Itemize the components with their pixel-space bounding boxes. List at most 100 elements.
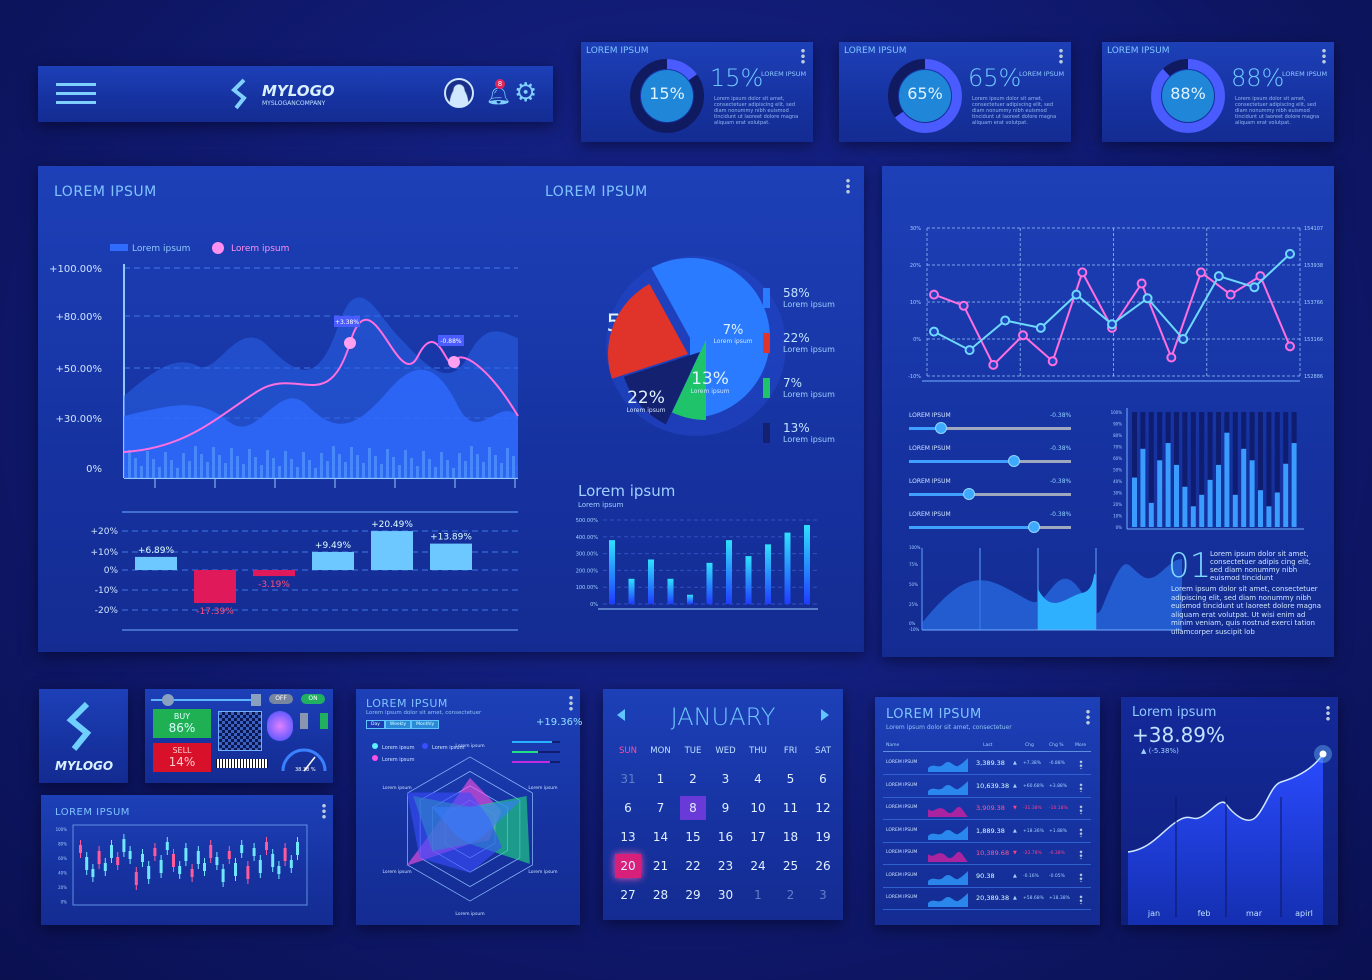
calendar-day[interactable]: 29	[685, 888, 701, 902]
volume-bar	[440, 452, 443, 478]
logo-icon	[231, 78, 247, 110]
user-avatar-icon[interactable]	[444, 78, 474, 108]
slider-track[interactable]	[909, 460, 1071, 463]
tab-weekly[interactable]: Weekly	[384, 720, 412, 729]
calendar-day[interactable]: 26	[815, 859, 831, 873]
slider-handle[interactable]	[251, 694, 261, 706]
switch-icon[interactable]	[320, 713, 328, 729]
calendar-day[interactable]: 10	[750, 801, 766, 815]
calendar-day[interactable]: 28	[652, 888, 669, 902]
calendar-day[interactable]: 8	[680, 796, 706, 820]
bar	[1207, 479, 1213, 527]
tab-monthly[interactable]: Monthly	[411, 720, 440, 729]
calendar-day[interactable]: 1	[656, 772, 665, 786]
more-options-icon[interactable]	[1322, 48, 1326, 64]
row-more-icon[interactable]	[1079, 849, 1083, 860]
volume-bar	[182, 453, 185, 478]
calendar-day[interactable]: 27	[620, 888, 636, 902]
calendar-day[interactable]: 4	[754, 772, 762, 786]
more-options-icon[interactable]	[1059, 48, 1063, 64]
table-row[interactable]: LOREM IPSUM 90.38 ▲ -0.16% -0.05%	[883, 868, 1091, 888]
calendar-day[interactable]: 13	[620, 830, 636, 844]
table-row[interactable]: LOREM IPSUM 3,389.38 ▲ +7.38% -0.88%	[883, 755, 1091, 775]
calendar-day[interactable]: 15	[685, 830, 701, 844]
calendar-day[interactable]: 2	[689, 772, 697, 786]
prev-month-button[interactable]	[617, 709, 625, 721]
calendar-day[interactable]: 9	[721, 801, 730, 815]
slider-handle[interactable]	[162, 694, 174, 706]
column-header[interactable]: Name	[886, 743, 900, 748]
row-more-icon[interactable]	[1079, 872, 1083, 882]
column-header[interactable]: More	[1075, 743, 1087, 748]
calendar-day[interactable]: 1	[754, 888, 762, 902]
next-month-button[interactable]	[821, 709, 829, 721]
volume-bar	[488, 447, 491, 478]
table-row[interactable]: LOREM IPSUM 1,889.38 ▲ +18.36% +1.88%	[883, 823, 1091, 843]
calendar-day[interactable]: 25	[782, 859, 799, 873]
slider-track[interactable]	[151, 699, 261, 701]
fingerprint-icon[interactable]	[267, 711, 293, 741]
more-options-icon[interactable]	[1086, 709, 1090, 725]
calendar-day[interactable]: 6	[819, 772, 827, 786]
row-chg: +18.36%	[1023, 828, 1044, 834]
calendar-day[interactable]: 19	[815, 830, 831, 844]
row-more-icon[interactable]	[1079, 759, 1083, 770]
bar	[706, 562, 713, 604]
calendar-day[interactable]: 20	[615, 854, 641, 878]
slider-handle[interactable]	[935, 422, 948, 434]
weekday-label: SUN	[619, 746, 637, 756]
table-row[interactable]: LOREM IPSUM 3,909.38 ▼ -31.38% -10.18%	[883, 800, 1091, 820]
calendar-day[interactable]: 17	[750, 830, 766, 844]
slider-track[interactable]	[909, 493, 1071, 496]
tab-day[interactable]: Day	[366, 720, 385, 729]
off-toggle[interactable]: OFF	[269, 694, 293, 704]
slider-handle[interactable]	[1027, 521, 1040, 533]
calendar-day[interactable]: 31	[620, 772, 636, 786]
calendar-day[interactable]: 24	[750, 859, 766, 873]
month-title: JANUARY	[670, 703, 776, 731]
sell-button[interactable]: SELL 14%	[153, 743, 211, 772]
more-options-icon[interactable]	[1326, 705, 1330, 721]
more-options-icon[interactable]	[569, 695, 573, 711]
column-header[interactable]: Chg	[1025, 743, 1034, 748]
row-more-icon[interactable]	[1079, 782, 1083, 792]
column-header[interactable]: Last	[983, 743, 993, 748]
calendar-day[interactable]: 7	[656, 801, 665, 815]
more-options-icon[interactable]	[846, 178, 850, 194]
slider-handle[interactable]	[1008, 455, 1021, 467]
switch-icon[interactable]	[300, 713, 308, 729]
slider-track[interactable]	[909, 427, 1071, 430]
slider-track[interactable]	[909, 526, 1071, 529]
slider-handle[interactable]	[962, 488, 975, 500]
gear-icon[interactable]: ⚙	[514, 78, 538, 108]
calendar-day[interactable]: 3	[721, 772, 730, 786]
table-row[interactable]: LOREM IPSUM 10,389.68 ▼ -22.78% -0.38%	[883, 845, 1091, 865]
more-options-icon[interactable]	[801, 48, 805, 64]
y-tick-label: 60%	[1113, 456, 1122, 461]
buy-button[interactable]: BUY 86%	[153, 709, 211, 738]
on-toggle[interactable]: ON	[301, 694, 325, 704]
data-point	[1285, 341, 1295, 352]
row-more-icon[interactable]	[1079, 894, 1083, 905]
calendar-day[interactable]: 5	[786, 772, 795, 786]
calendar-day[interactable]: 14	[652, 830, 669, 844]
calendar-day[interactable]: 3	[819, 888, 827, 902]
calendar-day[interactable]: 16	[717, 830, 734, 844]
calendar-day[interactable]: 12	[815, 801, 831, 815]
calendar-day[interactable]: 30	[717, 888, 734, 902]
table-row[interactable]: LOREM IPSUM 10,639.38 ▲ +60.68% +3.88%	[883, 778, 1091, 798]
calendar-day[interactable]: 23	[717, 859, 734, 873]
more-options-icon[interactable]	[322, 803, 326, 819]
menu-icon[interactable]	[56, 83, 96, 105]
column-header[interactable]: Chg %	[1049, 743, 1064, 748]
row-more-icon[interactable]	[1079, 804, 1083, 815]
calendar-day[interactable]: 22	[685, 859, 701, 873]
calendar-day[interactable]: 11	[782, 801, 799, 815]
calendar-day[interactable]: 6	[624, 801, 632, 815]
row-more-icon[interactable]	[1079, 827, 1083, 837]
calendar-day[interactable]: 2	[786, 888, 795, 902]
table-row[interactable]: LOREM IPSUM 20,389.38 ▲ +58.68% +18.38%	[883, 890, 1091, 910]
calendar-day[interactable]: 18	[782, 830, 799, 844]
weekday-label: TUE	[684, 746, 702, 756]
calendar-day[interactable]: 21	[652, 859, 669, 873]
